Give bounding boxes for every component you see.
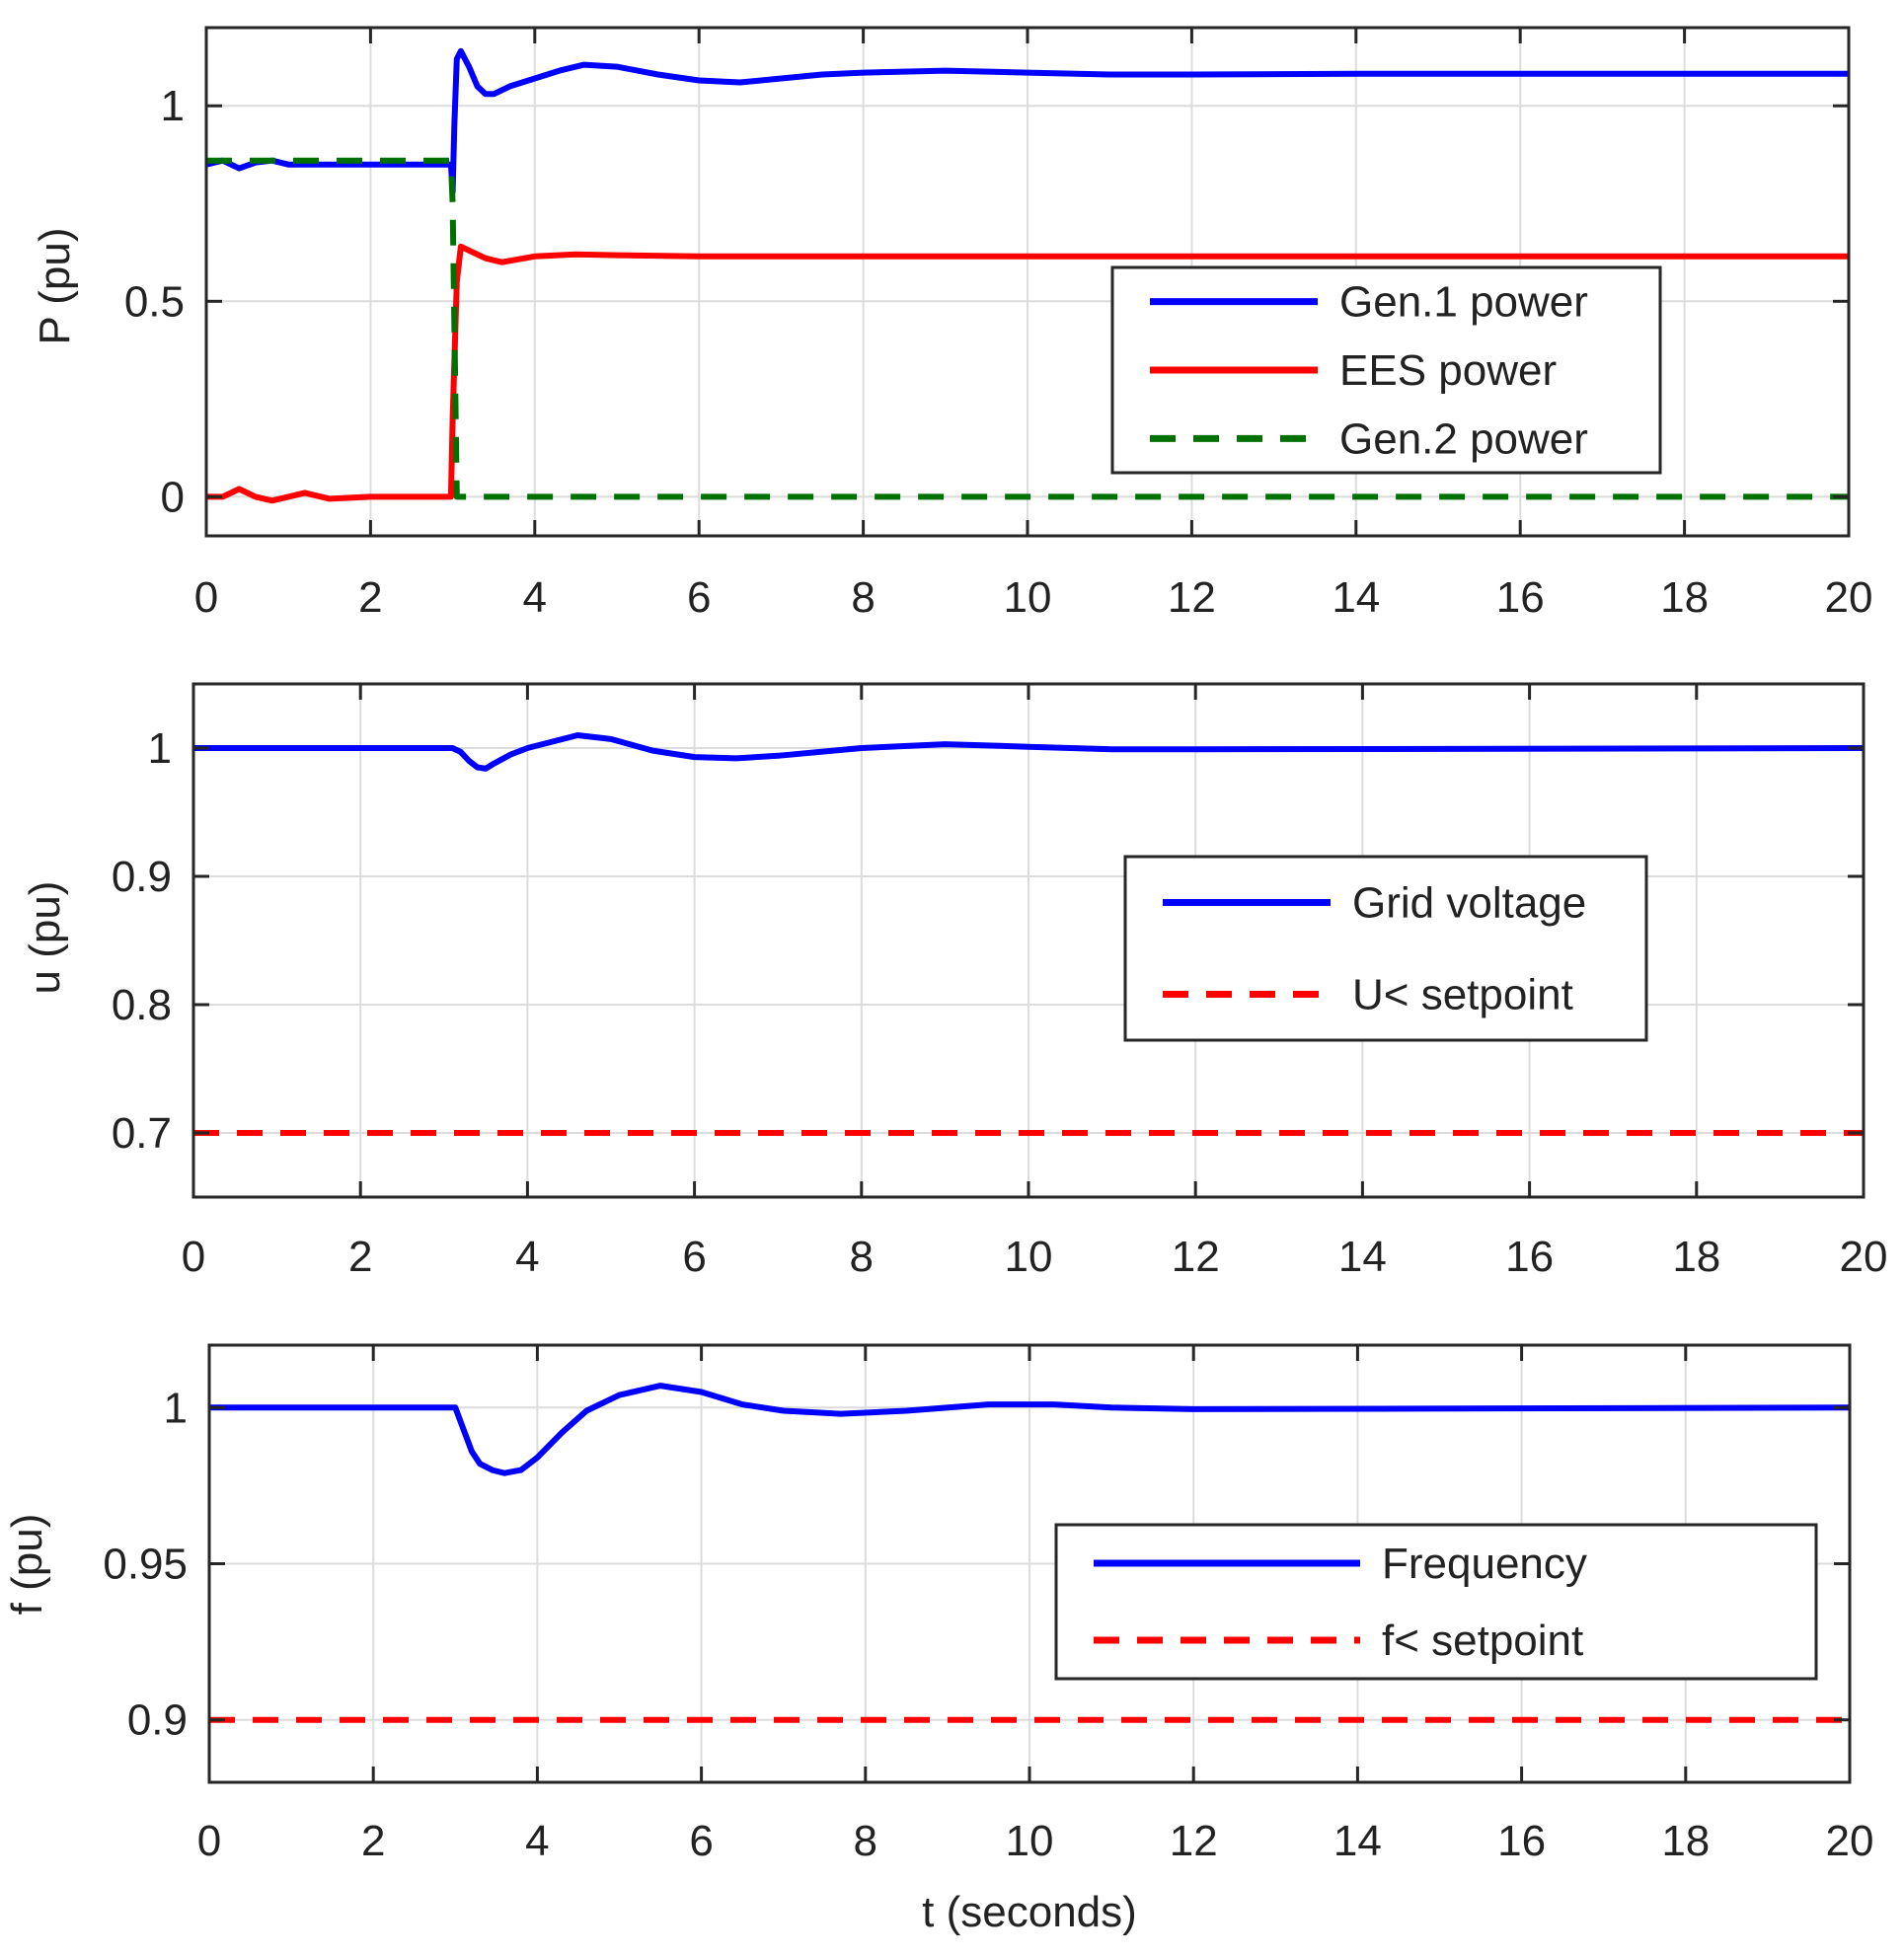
legend: Gen.1 power EES power Gen.2 power	[1110, 265, 1662, 475]
x-tick-label: 12	[1168, 573, 1216, 622]
y-tick-label: 0.7	[112, 1109, 172, 1158]
x-tick-label: 16	[1496, 573, 1545, 622]
legend-entry: Grid voltage	[1352, 879, 1586, 928]
x-tick-label: 18	[1660, 573, 1709, 622]
chart-panel-voltage: 0 2 4 6 8 10 12 14 16 18 20 0.7 0.8 0.9 1 u (pu) Grid vo…	[21, 682, 1888, 1281]
x-tick-label: 12	[1172, 1233, 1220, 1281]
y-tick-label: 1	[164, 1384, 188, 1432]
x-tick-label: 12	[1170, 1817, 1218, 1865]
legend-entry: Frequency	[1382, 1540, 1587, 1588]
x-tick-label: 4	[525, 1817, 549, 1865]
legend-entry: Gen.1 power	[1339, 278, 1588, 327]
x-tick-label: 6	[689, 1817, 713, 1865]
x-tick-label: 20	[1825, 573, 1873, 622]
x-tick-label: 0	[182, 1233, 205, 1281]
x-tick-label: 10	[1006, 1817, 1054, 1865]
x-tick-label: 16	[1505, 1233, 1554, 1281]
legend-entry: U< setpoint	[1352, 971, 1573, 1019]
x-tick-label: 18	[1661, 1817, 1710, 1865]
series-line-frequency	[209, 1383, 1851, 1476]
x-tick-label: 0	[197, 1817, 221, 1865]
y-tick-label: 0.9	[127, 1696, 188, 1745]
x-tick-label: 0	[194, 573, 218, 622]
x-axis-label: t (seconds)	[922, 1888, 1137, 1936]
legend-box	[1123, 855, 1648, 1042]
x-tick-label: 14	[1332, 573, 1380, 622]
legend: Frequency f< setpoint	[1054, 1523, 1818, 1681]
series-line-gen-1-power	[205, 47, 1849, 195]
series-line-grid-voltage	[193, 732, 1865, 772]
legend-entry: f< setpoint	[1382, 1617, 1583, 1665]
y-axis-label: f (pu)	[3, 1514, 51, 1616]
x-tick-label: 4	[515, 1233, 539, 1281]
y-tick-label: 0.5	[124, 277, 185, 326]
legend-entry: EES power	[1339, 346, 1557, 395]
y-tick-label: 0	[161, 473, 185, 521]
x-tick-label: 14	[1333, 1817, 1382, 1865]
x-tick-label: 8	[854, 1817, 877, 1865]
y-axis-label: P (pu)	[31, 227, 79, 344]
y-tick-label: 0.95	[103, 1541, 188, 1589]
y-tick-label: 0.9	[112, 853, 172, 901]
x-tick-label: 10	[1004, 573, 1052, 622]
x-tick-label: 14	[1338, 1233, 1387, 1281]
chart-panel-frequency: 0 2 4 6 8 10 12 14 16 18 20 0.9 0.95 1 f (pu) t (second…	[3, 1343, 1874, 1936]
x-tick-label: 6	[682, 1233, 706, 1281]
series-line-gen-2-power	[206, 157, 1849, 500]
y-tick-label: 1	[161, 82, 185, 130]
y-tick-label: 0.8	[112, 981, 172, 1029]
y-tick-label: 1	[148, 724, 172, 773]
x-tick-label: 18	[1672, 1233, 1720, 1281]
x-tick-label: 20	[1840, 1233, 1888, 1281]
x-tick-label: 8	[851, 573, 875, 622]
x-tick-label: 6	[687, 573, 711, 622]
legend: Grid voltage U< setpoint	[1123, 855, 1648, 1042]
x-tick-label: 8	[850, 1233, 874, 1281]
x-tick-label: 16	[1497, 1817, 1546, 1865]
x-tick-label: 2	[348, 1233, 372, 1281]
x-tick-label: 10	[1005, 1233, 1053, 1281]
x-tick-label: 20	[1826, 1817, 1874, 1865]
chart-panel-power: 0 2 4 6 8 10 12 14 16 18 20 0 0.5 1 P (pu) Gen.1 power E…	[31, 26, 1873, 622]
x-tick-label: 2	[358, 573, 382, 622]
y-axis-label: u (pu)	[21, 881, 69, 995]
legend-box	[1054, 1523, 1818, 1681]
x-tick-label: 2	[361, 1817, 385, 1865]
legend-entry: Gen.2 power	[1339, 414, 1588, 463]
x-tick-label: 4	[523, 573, 547, 622]
